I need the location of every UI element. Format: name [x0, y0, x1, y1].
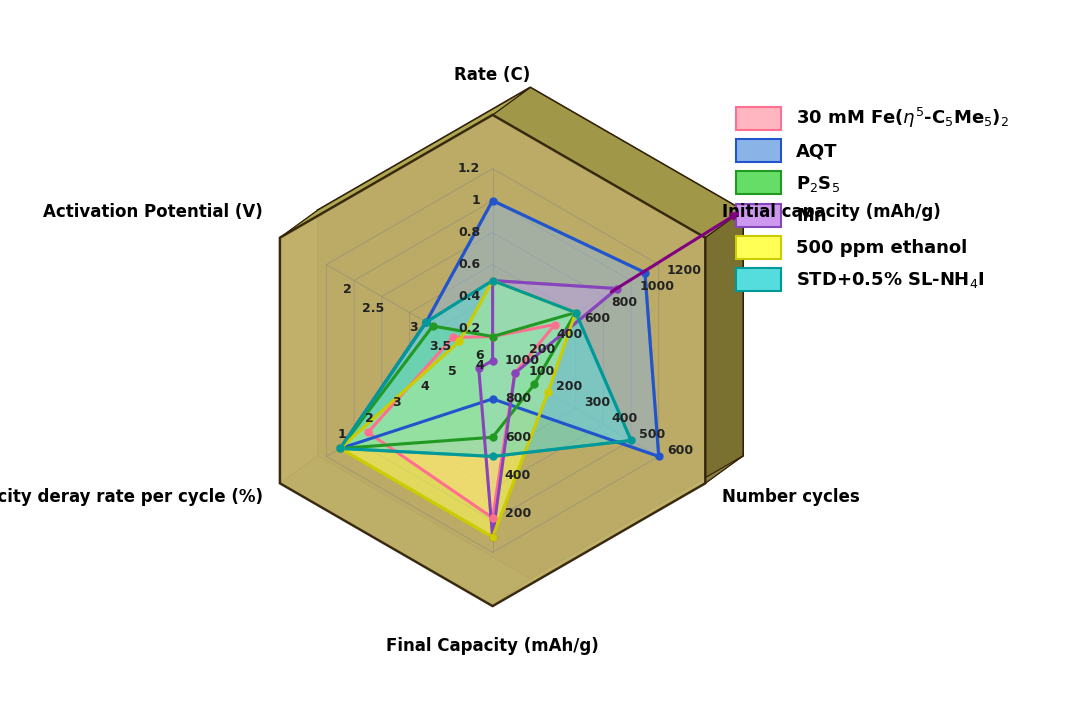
Text: 1200: 1200	[667, 264, 702, 277]
Text: 100: 100	[528, 365, 555, 378]
Point	[360, 427, 377, 438]
Point	[450, 335, 468, 347]
Point	[484, 355, 501, 366]
Text: 300: 300	[584, 397, 610, 410]
Point	[484, 275, 501, 286]
Point	[622, 435, 639, 446]
Text: 0.2: 0.2	[458, 322, 481, 335]
Polygon shape	[280, 115, 705, 606]
Text: 800: 800	[611, 296, 637, 309]
Text: 400: 400	[505, 469, 531, 482]
Text: Final Capacity (mAh/g): Final Capacity (mAh/g)	[387, 637, 599, 655]
Point	[484, 195, 501, 206]
Point	[484, 275, 501, 286]
Text: 1000: 1000	[639, 280, 674, 293]
Point	[650, 451, 667, 462]
Text: 1000: 1000	[505, 354, 540, 367]
Point	[484, 331, 501, 342]
Text: 0.8: 0.8	[458, 226, 481, 239]
Point	[567, 306, 584, 318]
Polygon shape	[478, 280, 618, 537]
Text: 400: 400	[556, 327, 582, 340]
Legend: 30 mM Fe($\eta^5$-C$_5$Me$_5$)$_2$, AQT, P$_2$S$_5$, Mn, 500 ppm ethanol, STD+0.: 30 mM Fe($\eta^5$-C$_5$Me$_5$)$_2$, AQT,…	[729, 99, 1016, 298]
Point	[332, 443, 349, 454]
Polygon shape	[280, 456, 530, 606]
Text: 0.6: 0.6	[458, 258, 481, 271]
Text: Number cycles: Number cycles	[723, 488, 860, 506]
Point	[507, 368, 524, 379]
Text: 2: 2	[342, 283, 351, 296]
Point	[609, 283, 626, 294]
Text: 4: 4	[420, 381, 429, 394]
Text: Activation Potential (V): Activation Potential (V)	[43, 203, 262, 221]
Point	[444, 332, 461, 343]
Text: 5: 5	[448, 365, 457, 378]
Point	[526, 379, 543, 390]
Polygon shape	[705, 211, 743, 483]
Point	[567, 306, 584, 318]
Text: 200: 200	[528, 343, 555, 356]
Point	[484, 431, 501, 443]
Text: 600: 600	[667, 444, 693, 457]
Text: 200: 200	[505, 508, 531, 521]
Text: Rate (C): Rate (C)	[455, 66, 530, 84]
Text: Initial capacity (mAh/g): Initial capacity (mAh/g)	[723, 203, 941, 221]
Point	[636, 267, 653, 278]
Point	[418, 317, 435, 328]
Text: 6: 6	[476, 348, 484, 361]
Text: 400: 400	[611, 412, 638, 425]
Text: 0.4: 0.4	[458, 290, 481, 303]
Point	[332, 443, 349, 454]
Text: 600: 600	[505, 430, 531, 443]
Text: 3: 3	[409, 321, 418, 334]
Point	[507, 368, 524, 379]
Polygon shape	[340, 280, 576, 537]
Text: 800: 800	[505, 392, 531, 405]
Point	[567, 306, 584, 318]
Point	[539, 386, 556, 398]
Point	[332, 443, 349, 454]
Polygon shape	[492, 456, 743, 606]
Polygon shape	[280, 87, 530, 238]
Point	[484, 393, 501, 404]
Point	[484, 331, 501, 342]
Point	[484, 512, 501, 523]
Polygon shape	[318, 87, 743, 579]
Text: 4: 4	[475, 360, 484, 373]
Point	[424, 320, 442, 332]
Polygon shape	[368, 324, 555, 518]
Text: 3.5: 3.5	[429, 340, 451, 353]
Point	[470, 363, 487, 374]
Polygon shape	[280, 211, 318, 483]
Text: 2: 2	[365, 412, 374, 425]
Text: 3: 3	[393, 397, 402, 410]
Text: 600: 600	[584, 311, 610, 324]
Text: 1: 1	[337, 428, 346, 441]
Point	[484, 451, 501, 462]
Point	[484, 531, 501, 543]
Text: 2.5: 2.5	[363, 302, 384, 315]
Text: 1.2: 1.2	[458, 162, 481, 175]
Text: 500: 500	[639, 428, 665, 441]
Polygon shape	[340, 280, 631, 456]
Polygon shape	[340, 312, 576, 448]
Point	[332, 443, 349, 454]
Polygon shape	[340, 200, 659, 456]
Point	[484, 531, 501, 543]
Text: 200: 200	[556, 381, 582, 394]
Text: Capacity deray rate per cycle (%): Capacity deray rate per cycle (%)	[0, 488, 262, 506]
Polygon shape	[492, 87, 743, 238]
Text: 1: 1	[472, 194, 481, 207]
Point	[546, 319, 564, 330]
Point	[418, 317, 435, 328]
Point	[484, 275, 501, 286]
